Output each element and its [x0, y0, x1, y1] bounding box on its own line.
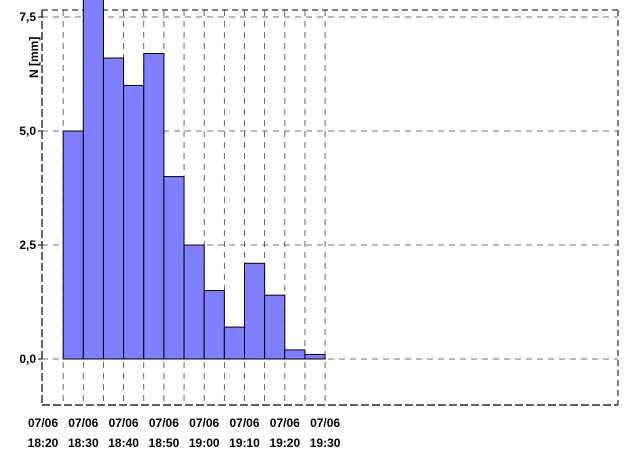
- x-tick-label-1: 07/06 18:30: [68, 416, 99, 450]
- x-tick-label-3: 07/06 18:50: [149, 416, 180, 450]
- bar-9: [244, 262, 266, 360]
- y-axis-label: N [mm]: [27, 37, 41, 78]
- x-tick-label-0: 07/06 18:20: [28, 416, 59, 450]
- bar-11: [284, 349, 306, 360]
- x-tick-time: 19:20: [269, 436, 300, 450]
- bar-0: [62, 130, 84, 360]
- x-tick-label-7: 07/06 19:30: [310, 416, 341, 450]
- x-tick-date: 07/06: [229, 416, 259, 430]
- bar-12: [304, 353, 326, 360]
- bar-8: [223, 326, 246, 360]
- x-tick-date: 07/06: [28, 416, 58, 430]
- y-tick-label-3: 7,5: [19, 10, 36, 24]
- y-tick-label-0: 0,0: [19, 352, 36, 366]
- x-tick-labels: 07/06 18:20 07/06 18:30 07/06 18:40 07/06 18:50…: [28, 416, 341, 450]
- x-tick-time: 18:20: [28, 436, 59, 450]
- grid-lines: [42, 9, 619, 405]
- x-tick-time: 19:00: [189, 436, 220, 450]
- bar-6: [183, 244, 205, 360]
- bar-2: [102, 57, 125, 360]
- x-tick-date: 07/06: [68, 416, 98, 430]
- bar-1: [82, 0, 104, 360]
- y-tick-labels: 0,02,55,07,510,0: [19, 10, 36, 366]
- bar-7: [203, 290, 225, 360]
- x-tick-date: 07/06: [189, 416, 219, 430]
- y-tick-label-2: 5,0: [19, 124, 36, 138]
- x-tick-label-6: 07/06 19:20: [269, 416, 300, 450]
- y-tick-label-1: 2,5: [19, 238, 36, 252]
- x-tick-time: 18:30: [68, 436, 99, 450]
- x-tick-date: 07/06: [149, 416, 179, 430]
- bar-5: [163, 176, 185, 360]
- x-tick-time: 18:40: [108, 436, 139, 450]
- axes: [38, 10, 618, 406]
- x-tick-label-4: 07/06 19:00: [189, 416, 220, 450]
- x-tick-time: 19:30: [310, 436, 341, 450]
- x-tick-time: 18:50: [149, 436, 180, 450]
- x-tick-label-2: 07/06 18:40: [108, 416, 139, 450]
- bar-10: [264, 294, 286, 360]
- x-tick-date: 07/06: [109, 416, 139, 430]
- bar-4: [143, 52, 165, 360]
- x-tick-date: 07/06: [310, 416, 340, 430]
- x-tick-label-5: 07/06 19:10: [229, 416, 260, 450]
- x-tick-time: 19:10: [229, 436, 260, 450]
- bar-series: [62, 0, 326, 360]
- bar-3: [123, 84, 145, 360]
- x-tick-date: 07/06: [270, 416, 300, 430]
